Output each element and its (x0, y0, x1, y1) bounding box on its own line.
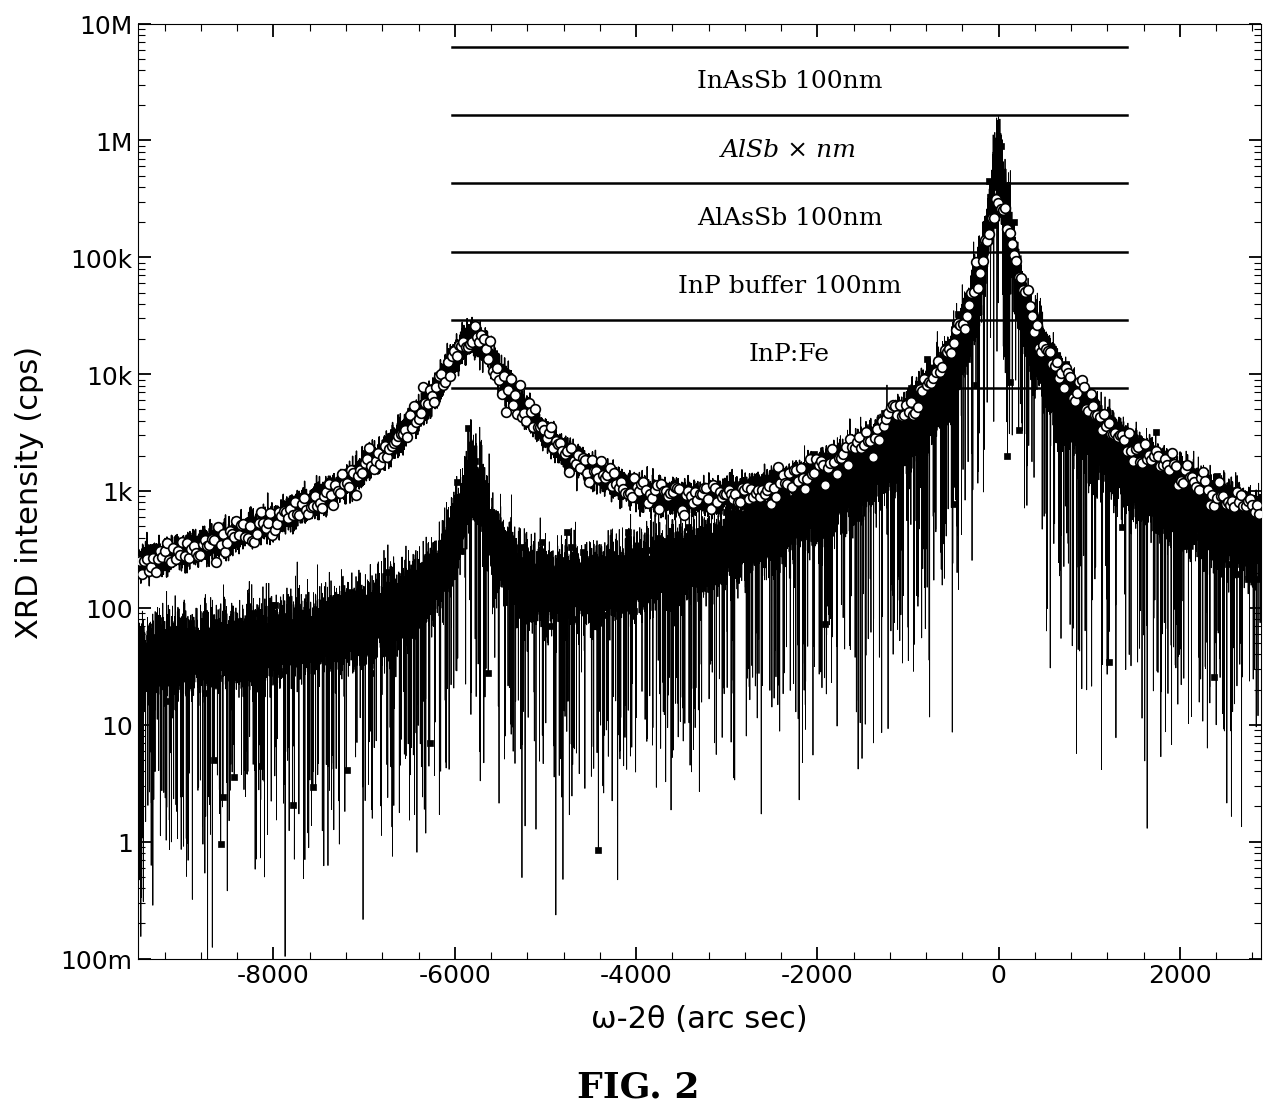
Text: FIG. 2: FIG. 2 (577, 1070, 699, 1104)
Text: AlSb × nm: AlSb × nm (721, 138, 857, 162)
Text: InP:Fe: InP:Fe (749, 343, 829, 366)
Text: InP buffer 100nm: InP buffer 100nm (678, 275, 901, 298)
Text: AlAsSb 100nm: AlAsSb 100nm (697, 206, 882, 230)
Text: InAsSb 100nm: InAsSb 100nm (697, 70, 882, 94)
Y-axis label: XRD intensity (cps): XRD intensity (cps) (15, 346, 43, 638)
X-axis label: ω-2θ (arc sec): ω-2θ (arc sec) (591, 1005, 808, 1034)
